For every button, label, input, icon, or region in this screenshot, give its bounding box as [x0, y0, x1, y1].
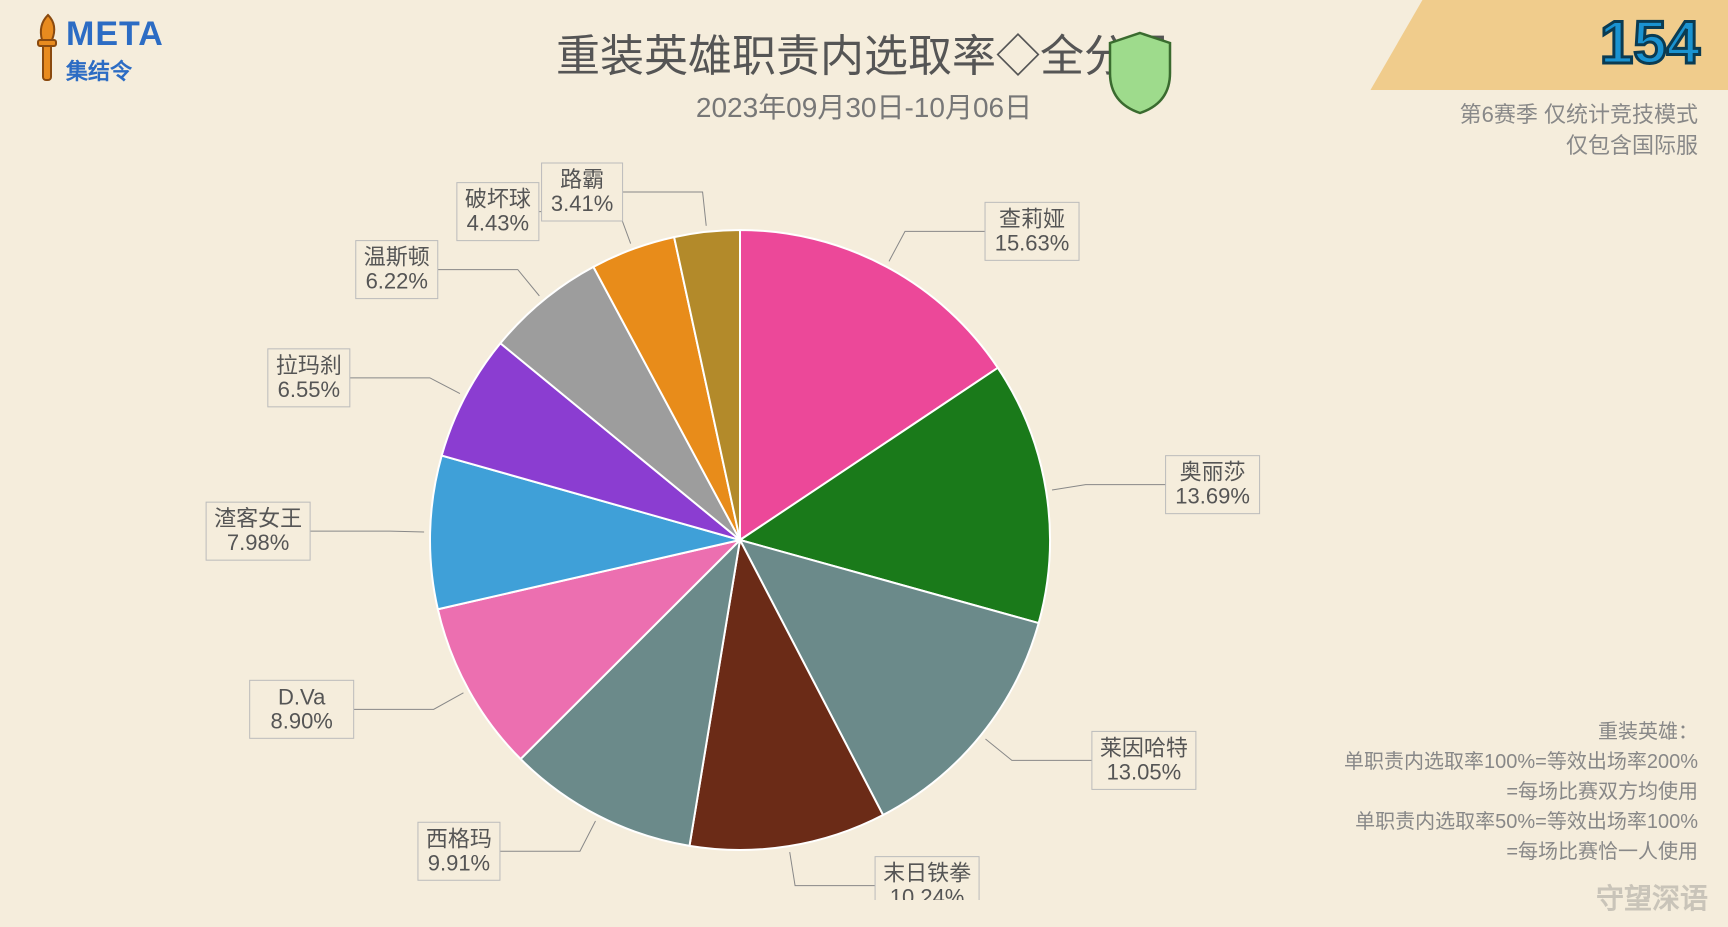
leader-line	[438, 270, 540, 296]
slice-label-name: 破坏球	[465, 187, 531, 212]
leader-line	[623, 192, 707, 226]
slice-label-name: 渣客女王	[214, 506, 302, 531]
leader-line	[500, 821, 596, 851]
leader-line	[790, 852, 875, 886]
slice-label-name: 奥丽莎	[1180, 460, 1246, 485]
slice-label-name: 莱因哈特	[1100, 735, 1188, 760]
slice-label-name: 西格玛	[426, 826, 492, 851]
slice-label-value: 13.05%	[1107, 759, 1182, 784]
shield-icon	[1100, 28, 1180, 118]
slice-label-value: 15.63%	[995, 230, 1070, 255]
slice-label-value: 6.55%	[278, 377, 340, 402]
slice-label-value: 10.24%	[890, 885, 965, 900]
leader-line	[1052, 485, 1166, 490]
slice-label-name: 查莉娅	[999, 206, 1065, 231]
slice-label-value: 13.69%	[1175, 484, 1250, 509]
slice-label-name: 末日铁拳	[883, 861, 971, 886]
leader-line	[889, 231, 985, 261]
slice-label-value: 4.43%	[467, 211, 529, 236]
leader-line	[310, 531, 424, 532]
leader-line	[350, 378, 460, 394]
page: META 集结令 154 重装英雄职责内选取率◇全分段 2023年09月30日-…	[0, 0, 1728, 927]
context-line: 第6赛季 仅统计竞技模式	[1460, 100, 1698, 131]
pie-chart: 查莉娅15.63% 奥丽莎13.69% 莱因哈特13.05% 末日铁拳10.24% 西格…	[0, 140, 1728, 900]
chart-title: 重装英雄职责内选取率◇全分段	[0, 20, 1728, 84]
slice-label-value: 9.91%	[428, 850, 490, 875]
leader-line	[354, 693, 464, 709]
slice-label-name: D.Va	[278, 684, 326, 709]
slice-label-name: 路霸	[560, 167, 604, 192]
slice-label-value: 7.98%	[227, 530, 289, 555]
slice-label-name: 拉玛刹	[276, 353, 342, 378]
slice-label-value: 8.90%	[270, 708, 332, 733]
slice-label-name: 温斯顿	[364, 245, 430, 270]
slice-label-value: 6.22%	[366, 269, 428, 294]
slice-label-value: 3.41%	[551, 191, 613, 216]
leader-line	[985, 739, 1091, 760]
